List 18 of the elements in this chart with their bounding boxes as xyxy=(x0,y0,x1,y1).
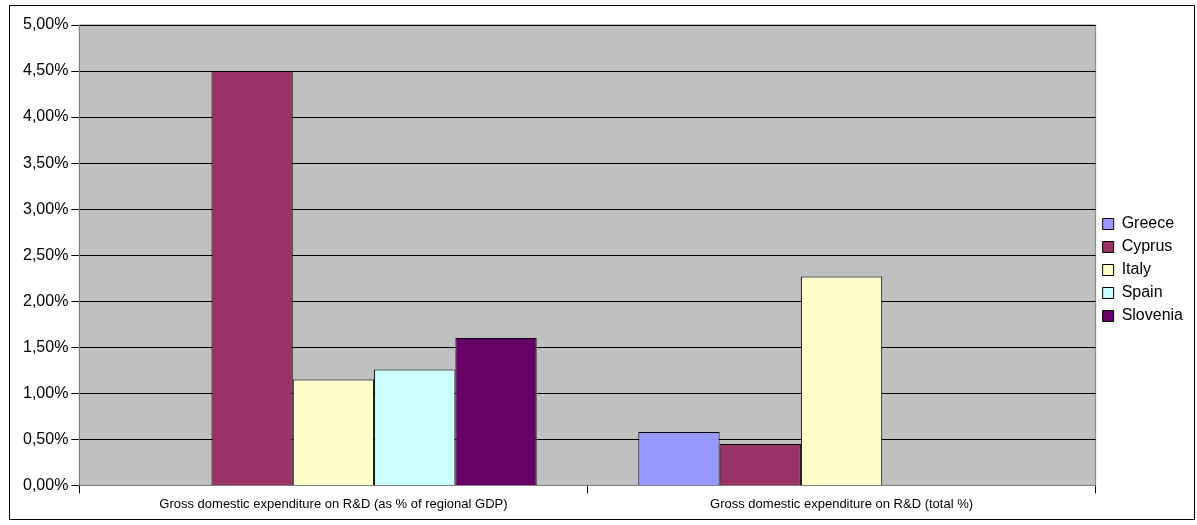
y-tick-label: 0,00% xyxy=(22,475,69,493)
y-tick-label: 2,50% xyxy=(22,245,69,263)
y-tick-label: 0,50% xyxy=(22,429,69,447)
legend-label: Slovenia xyxy=(1121,306,1184,324)
y-tick-label: 4,50% xyxy=(22,61,69,79)
y-tick-label: 3,00% xyxy=(22,199,69,217)
legend-label: Cyprus xyxy=(1121,237,1173,255)
legend-label: Spain xyxy=(1121,283,1163,301)
y-tick-label: 4,00% xyxy=(22,107,69,125)
y-tick-label: 1,00% xyxy=(22,383,69,401)
x-tick-label: Gross domestic expenditure on R&D (total %) xyxy=(710,495,974,511)
y-tick-label: 3,50% xyxy=(22,153,69,171)
y-tick-label: 2,00% xyxy=(22,291,69,309)
y-tick-label: 1,50% xyxy=(22,337,69,355)
x-tick-label: Gross domestic expenditure on R&D (as % of regional GDP) xyxy=(159,495,508,511)
y-tick-label: 5,00% xyxy=(22,15,69,33)
legend-label: Greece xyxy=(1121,214,1175,232)
legend-label: Italy xyxy=(1121,260,1151,278)
